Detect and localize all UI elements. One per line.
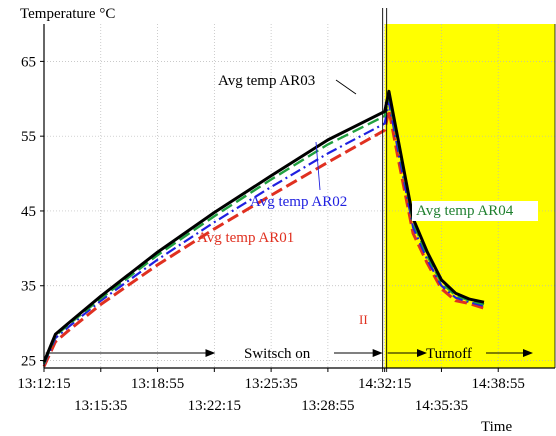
- y-tick-label: 65: [21, 54, 36, 70]
- series-line-avg-temp-ar01: [42, 108, 485, 368]
- x-tick-label: 13:28:55: [301, 398, 354, 414]
- x-tick-label: 13:18:55: [131, 376, 184, 392]
- y-tick-label: 45: [21, 204, 36, 220]
- x-tick-label: 13:12:15: [17, 376, 70, 392]
- break-mark: II: [359, 312, 368, 327]
- y-tick-label: 25: [21, 354, 36, 370]
- x-tick-label: 13:25:35: [244, 376, 297, 392]
- y-tick-label: 55: [21, 129, 36, 145]
- x-tick-label: 13:15:35: [74, 398, 127, 414]
- turnoff-region: [384, 24, 555, 368]
- label-background: [412, 201, 538, 221]
- x-axis-title: Time: [481, 419, 512, 435]
- series-label-avg-temp-ar01: Avg temp AR01: [197, 230, 294, 246]
- switch-on-annotation: Switsch on: [244, 346, 311, 362]
- x-tick-label: 14:35:35: [415, 398, 468, 414]
- label-leader-line: [335, 79, 357, 95]
- x-tick-label: 13:22:15: [188, 398, 241, 414]
- annotation-layer: II Avg temp AR03 Avg temp AR02 Avg temp AR0…: [45, 8, 538, 372]
- y-tick-label: 35: [21, 279, 36, 295]
- turnoff-highlight-layer: [384, 24, 555, 368]
- series-line-avg-temp-ar04: [42, 95, 485, 364]
- x-tick-label: 14:32:15: [358, 376, 411, 392]
- grid-layer: [44, 24, 555, 368]
- x-tick-label: 14:38:55: [472, 376, 525, 392]
- label-leader-line: [315, 141, 321, 191]
- turnoff-annotation: Turnoff: [426, 346, 472, 362]
- series-line-avg-temp-ar03: [42, 89, 485, 363]
- axis-layer: 25 35 45 55 65 13:12:15 13:18:55 13:25:35 14:32:…: [17, 24, 556, 414]
- series-label-avg-temp-ar04: Avg temp AR04: [416, 203, 514, 219]
- series-label-avg-temp-ar02: Avg temp AR02: [250, 194, 347, 210]
- series-line-avg-temp-ar02: [42, 101, 485, 365]
- series-label-avg-temp-ar03: Avg temp AR03: [218, 73, 315, 89]
- series-layer: [42, 89, 485, 368]
- y-axis-title: Temperature °C: [20, 6, 115, 22]
